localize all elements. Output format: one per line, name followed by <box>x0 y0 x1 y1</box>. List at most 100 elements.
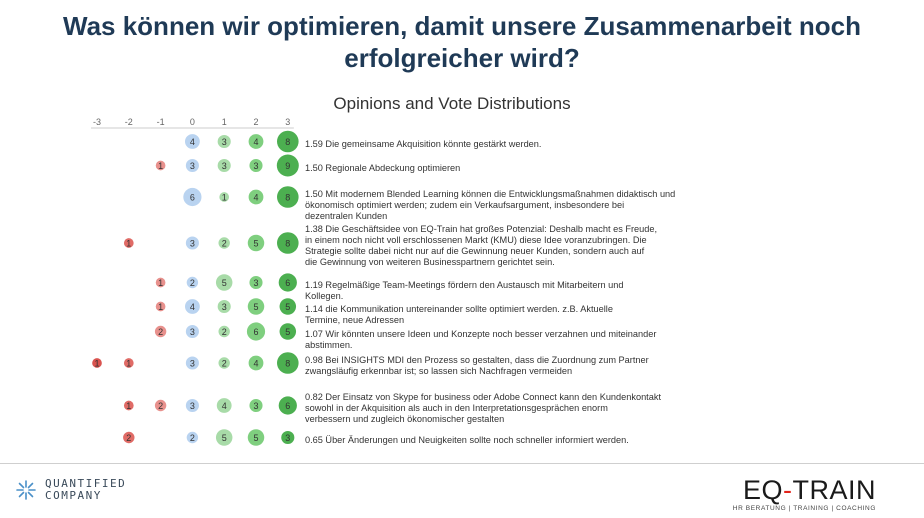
vote-dot <box>185 356 199 370</box>
vote-dot <box>277 232 299 254</box>
vote-count-label: 1 <box>126 359 131 369</box>
vote-dot <box>247 234 265 252</box>
vote-dot <box>185 134 200 149</box>
vote-count-label: 1 <box>158 302 163 312</box>
vote-count-label: 1 <box>126 239 131 249</box>
vote-count-label: 1 <box>158 278 163 288</box>
vote-dot <box>155 277 166 288</box>
vote-count-label: 2 <box>222 239 227 249</box>
logo-right-part1: EQ <box>742 475 783 505</box>
vote-count-label: 3 <box>222 302 227 312</box>
opinion-label: verbessern und zugleich ökonomischer ges… <box>305 414 504 424</box>
logo-left-line2: COMPANY <box>45 489 102 502</box>
vote-dot <box>219 192 230 202</box>
vote-dot <box>183 187 202 207</box>
vote-dot <box>123 431 135 444</box>
vote-dot <box>247 298 265 315</box>
vote-count-label: 3 <box>285 433 290 443</box>
vote-dot <box>218 357 230 369</box>
vote-dot <box>92 358 102 368</box>
vote-dot <box>246 322 266 341</box>
vote-dot <box>278 396 297 415</box>
vote-count-label: 6 <box>285 278 290 288</box>
vote-dot <box>155 301 166 312</box>
vote-dot <box>186 431 199 444</box>
vote-dot <box>123 238 134 248</box>
vote-count-label: 4 <box>190 302 195 312</box>
opinion-label: 1.59 Die gemeinsame Akquisition könnte g… <box>305 139 541 149</box>
chart-title: Opinions and Vote Distributions <box>333 94 571 113</box>
slide-title: Was können wir optimieren, damit unsere … <box>0 10 924 74</box>
vote-count-label: 1 <box>222 193 227 203</box>
vote-count-label: 5 <box>253 239 258 249</box>
vote-count-label: 2 <box>126 433 131 443</box>
vote-dot <box>218 237 230 249</box>
vote-count-label: 3 <box>190 327 195 337</box>
vote-dot <box>216 398 232 413</box>
logo-right-part2: TRAIN <box>792 475 876 505</box>
vote-count-label: 3 <box>253 161 258 171</box>
axis-tick-label: 3 <box>285 117 290 127</box>
vote-dot <box>215 429 233 446</box>
vote-dot <box>185 236 199 250</box>
vote-dot <box>248 355 264 371</box>
vote-dot <box>217 158 231 173</box>
vote-count-label: 2 <box>158 401 163 411</box>
vote-dot <box>281 430 295 445</box>
opinion-label: zwangsläufig erkennbar ist; so lassen si… <box>305 366 572 376</box>
vote-count-label: 2 <box>158 327 163 337</box>
vote-dot <box>185 324 199 339</box>
logo-right-subtitle: HR BERATUNG | TRAINING | COACHING <box>732 505 876 512</box>
vote-count-label: 4 <box>253 137 258 147</box>
vote-count-label: 5 <box>253 433 258 443</box>
vote-count-label: 2 <box>222 359 227 369</box>
opinion-label: 1.50 Mit modernem Blended Learning könne… <box>305 189 675 199</box>
vote-dot <box>154 325 167 338</box>
vote-dot <box>278 273 297 292</box>
vote-dot <box>276 154 299 177</box>
vote-count-label: 6 <box>285 401 290 411</box>
vote-count-label: 3 <box>253 278 258 288</box>
footer-divider <box>0 463 924 464</box>
vote-count-label: 4 <box>253 359 258 369</box>
vote-distribution-chart: -3 -2 -1 0 1 2 3 4 3 4 8 1.59 Die gemeinsame Akquis… <box>91 117 675 446</box>
opinion-label: dezentralen Kunden <box>305 211 387 221</box>
opinion-label: sowohl in der Akquisition als auch in de… <box>305 403 608 413</box>
vote-dot <box>123 400 134 411</box>
opinion-label: 0.98 Bei INSIGHTS MDI den Prozess so ges… <box>305 355 649 365</box>
axis-tick-label: -3 <box>93 117 101 127</box>
vote-dot <box>217 134 231 149</box>
slide-title-line2: erfolgreicher wird? <box>344 43 580 73</box>
vote-count-label: 3 <box>253 401 258 411</box>
vote-count-label: 1 <box>158 161 163 171</box>
vote-dot <box>154 399 167 412</box>
opinion-label: in einem noch nicht voll erschlossenen M… <box>305 235 647 245</box>
eq-train-logo: EQ-TRAIN HR BERATUNG | TRAINING | COACHI… <box>733 476 876 512</box>
vote-count-label: 5 <box>285 302 290 312</box>
vote-dot <box>215 274 233 291</box>
opinion-label: 0.65 Über Änderungen und Neuigkeiten sol… <box>305 435 629 445</box>
axis-tick-label: -2 <box>125 117 133 127</box>
vote-dot <box>185 158 199 173</box>
vote-count-label: 6 <box>253 327 258 337</box>
opinion-label: ökonomisch optimiert werden; zudem ein V… <box>305 200 624 210</box>
vote-count-label: 6 <box>190 193 195 203</box>
vote-count-label: 3 <box>190 161 195 171</box>
vote-count-label: 5 <box>222 278 227 288</box>
axis-tick-label: -1 <box>157 117 165 127</box>
vote-dot <box>277 130 299 153</box>
vote-count-label: 4 <box>222 401 227 411</box>
vote-count-label: 5 <box>222 433 227 443</box>
logo-right-dash: - <box>783 475 793 505</box>
opinion-label: 1.14 die Kommunikation untereinander sol… <box>305 304 613 314</box>
axis-tick-label: 2 <box>253 117 258 127</box>
logo-left-line1: QUANTIFIED <box>45 477 127 490</box>
vote-count-label: 2 <box>190 433 195 443</box>
vote-dot <box>186 276 199 289</box>
opinion-label: 1.38 Die Geschäftsidee von EQ-Train hat … <box>305 224 657 234</box>
vote-count-label: 8 <box>285 137 290 147</box>
vote-count-label: 3 <box>222 161 227 171</box>
vote-count-label: 8 <box>285 359 290 369</box>
vote-count-label: 3 <box>190 359 195 369</box>
quantified-company-logo: QUANTIFIED COMPANY <box>15 478 126 502</box>
